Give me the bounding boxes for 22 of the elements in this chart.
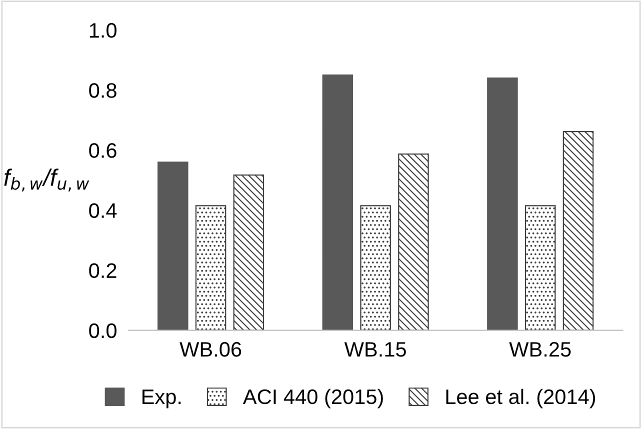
x-tick-label: WB.25	[509, 342, 571, 357]
y-tick-label: 1.0	[90, 23, 116, 38]
legend-label: Lee et al. (2014)	[446, 388, 596, 408]
x-tick-label: WB.15	[344, 342, 406, 357]
bar	[233, 174, 264, 330]
legend-label: ACI 440 (2015)	[242, 388, 383, 408]
y-tick-label: 0.8	[89, 83, 116, 98]
x-tick-label: WB.06	[180, 342, 242, 357]
bar	[195, 205, 226, 330]
bar	[360, 205, 391, 330]
bar	[158, 162, 188, 330]
bar	[487, 78, 518, 330]
bar	[524, 205, 556, 330]
y-tick-label: 0.6	[89, 143, 116, 158]
y-tick-label: 0.4	[89, 203, 117, 218]
legend-label: Exp.	[142, 390, 181, 408]
y-tick-label: 0.0	[89, 323, 116, 338]
y-axis-title: f$_{b,w}$/f$_{u,w}$	[4, 168, 90, 192]
bar	[322, 74, 354, 330]
bar	[562, 130, 594, 330]
bar	[398, 154, 429, 330]
y-tick-label: 0.2	[89, 263, 116, 278]
